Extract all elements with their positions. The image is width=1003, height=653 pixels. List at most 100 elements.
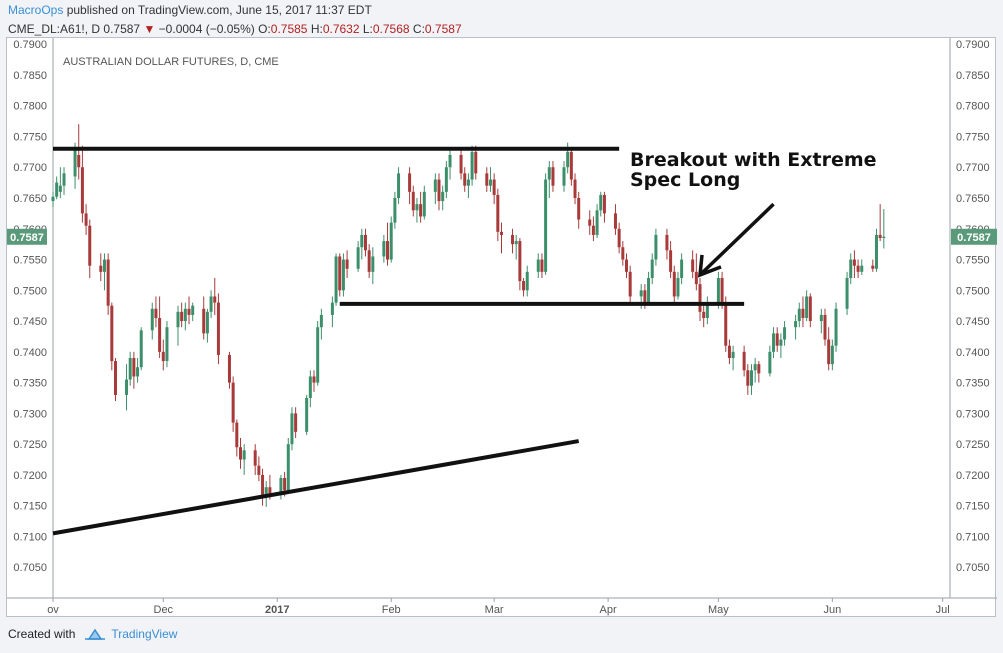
candle-body <box>113 361 117 395</box>
uptrend-line <box>52 439 580 536</box>
tradingview-brand[interactable]: TradingView <box>83 627 177 641</box>
x-tick-label: Jul <box>936 604 950 616</box>
candle-body <box>621 247 625 260</box>
y-tick-label-right: 0.7850 <box>956 70 990 82</box>
candle-body <box>617 228 621 248</box>
x-tick-label: Jun <box>823 604 841 616</box>
candle-body <box>562 167 566 186</box>
candle-body <box>316 327 320 383</box>
candle-body <box>393 198 397 223</box>
y-tick-label-left: 0.7350 <box>13 378 47 390</box>
candle-body <box>106 259 110 306</box>
candle-body <box>511 234 515 245</box>
candle-body <box>680 259 684 278</box>
candle-body <box>724 302 728 346</box>
change-value: −0.0004 (−0.05%) <box>158 22 255 36</box>
candle-body <box>492 179 496 195</box>
y-tick-label-right: 0.7300 <box>956 408 990 420</box>
candle-body <box>341 259 345 291</box>
candle-body <box>496 194 500 232</box>
x-tick-label: 2017 <box>265 604 289 616</box>
candle-body <box>433 179 437 192</box>
y-tick-label-left: 0.7750 <box>13 131 47 143</box>
y-tick-label-left: 0.7100 <box>13 531 47 543</box>
candle-body <box>261 474 265 497</box>
candle-body <box>676 278 680 297</box>
candle-body <box>128 358 132 380</box>
candle-body <box>569 151 573 180</box>
candle-body <box>283 478 287 491</box>
candle-body <box>165 327 169 362</box>
candle-body <box>775 333 779 346</box>
candle-body <box>805 296 809 318</box>
candle-body <box>522 281 526 291</box>
candle-body <box>209 296 213 312</box>
created-with-label: Created with <box>8 627 76 641</box>
candle-body <box>227 354 231 383</box>
candle-body <box>235 422 239 448</box>
candle-body <box>154 308 158 318</box>
candle-body <box>415 204 419 211</box>
candle-body <box>470 151 474 180</box>
publish-info: published on TradingView.com, June 15, 2… <box>66 3 372 17</box>
x-tick-label: Mar <box>485 604 504 616</box>
open-label: O: <box>258 22 271 36</box>
candle-body <box>99 265 103 272</box>
y-tick-label-right: 0.7150 <box>956 501 990 513</box>
candle-body <box>345 259 349 269</box>
candle-body <box>698 284 702 312</box>
y-tick-label-left: 0.7900 <box>13 39 47 51</box>
y-tick-label-left: 0.7500 <box>13 285 47 297</box>
y-tick-label-right: 0.7900 <box>956 39 990 51</box>
candle-body <box>672 271 676 297</box>
author-link[interactable]: MacroOps <box>8 3 64 17</box>
price-tag-right-label: 0.7587 <box>957 232 991 244</box>
candle-body <box>363 234 367 251</box>
y-tick-label-right: 0.7200 <box>956 470 990 482</box>
y-tick-label-right: 0.7400 <box>956 347 990 359</box>
candle-body <box>727 345 731 358</box>
chart-frame[interactable]: 0.7050 0.7050 0.7100 0.7100 0.7150 0.7150 0.72… <box>6 37 997 618</box>
candle-body <box>514 241 518 245</box>
candlestick-chart[interactable]: 0.7050 0.7050 0.7100 0.7100 0.7150 0.7150 0.72… <box>7 38 997 618</box>
price-tag-left-label: 0.7587 <box>10 232 44 244</box>
candle-body <box>187 308 191 315</box>
candle-body <box>819 314 823 322</box>
price-tag-right <box>951 228 997 245</box>
candle-body <box>231 382 235 423</box>
y-tick-label-right: 0.7500 <box>956 285 990 297</box>
price-tag-left <box>7 228 47 245</box>
annotation-arrow-shaft <box>698 202 775 277</box>
high-value: 0.7632 <box>322 22 360 36</box>
candle-body <box>485 173 489 186</box>
candle-body <box>547 167 551 180</box>
close-value: 0.7587 <box>424 22 462 36</box>
candle-body <box>474 151 478 174</box>
candle-body <box>312 376 316 383</box>
candle-body <box>823 314 827 340</box>
candle-body <box>448 154 452 168</box>
x-tick-label: Dec <box>154 604 174 616</box>
candle-body <box>411 191 415 211</box>
candle-body <box>55 182 59 197</box>
y-tick-label-left: 0.7200 <box>13 470 47 482</box>
candle-body <box>466 179 470 186</box>
candle-body <box>305 398 309 432</box>
candle-body <box>716 278 720 303</box>
candle-body <box>577 198 581 220</box>
candle-body <box>551 167 555 186</box>
candle-body <box>783 327 787 340</box>
candle-body <box>161 351 165 362</box>
candle-body <box>599 194 603 211</box>
publish-header: MacroOps published on TradingView.com, J… <box>8 3 372 17</box>
candle-body <box>268 487 272 494</box>
candle-body <box>830 345 834 365</box>
candle-body <box>371 256 375 272</box>
candle-body <box>308 376 312 398</box>
candle-body <box>408 173 412 192</box>
candle-body <box>238 447 242 460</box>
candle-body <box>808 296 812 322</box>
candle-body <box>62 173 66 186</box>
high-label: H: <box>310 22 323 36</box>
annotation-arrow-head <box>697 254 722 278</box>
